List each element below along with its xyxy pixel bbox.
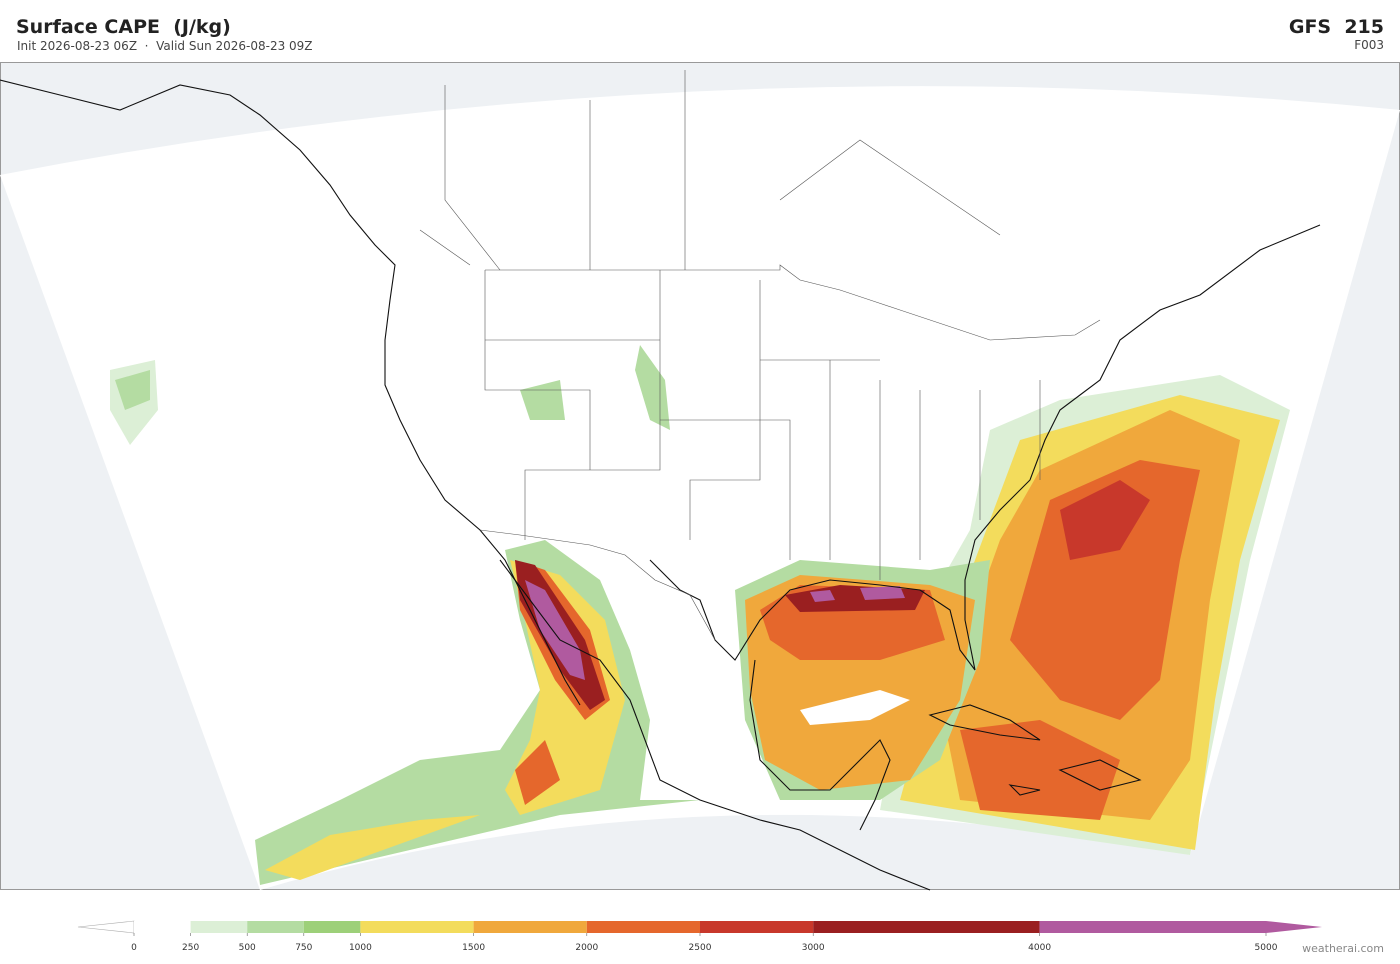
colorbar-segment xyxy=(1039,921,1266,933)
colorbar-segment xyxy=(700,921,814,933)
borders xyxy=(419,70,1101,641)
coastlines xyxy=(0,79,1321,891)
colorbar-extend-low xyxy=(77,920,135,934)
colorbar-tick-label: 0 xyxy=(131,943,137,953)
colorbar-tick-label: 2000 xyxy=(575,943,598,953)
cape-field xyxy=(110,345,1290,885)
forecast-hour: F003 xyxy=(1354,38,1384,52)
cape-area xyxy=(525,580,585,680)
colorbar-segment xyxy=(473,921,587,933)
colorbar-tick-label: 1000 xyxy=(349,943,372,953)
subtitle: Init 2026-08-23 06Z · Valid Sun 2026-08-… xyxy=(17,39,313,53)
colorbar-tick-label: 5000 xyxy=(1255,943,1278,953)
colorbar-tick-label: 4000 xyxy=(1028,943,1051,953)
cape-area xyxy=(265,815,480,880)
cape-area xyxy=(1010,460,1200,720)
colorbar: 0 250 500 750 1000 1500 2000 2500 3000 4000 5000 xyxy=(77,920,1322,953)
colorbar-tick-label: 2500 xyxy=(689,943,712,953)
colorbar-tick-label: 250 xyxy=(182,943,199,953)
colorbar-segment xyxy=(303,921,361,933)
colorbar-segment xyxy=(190,921,248,933)
cape-area xyxy=(520,345,670,430)
model: GFS 215 xyxy=(1288,16,1384,38)
colorbar-tick-label: 1500 xyxy=(462,943,485,953)
cape-area xyxy=(800,690,910,725)
colorbar-tick-label: 500 xyxy=(239,943,256,953)
colorbar-extend-high xyxy=(1266,921,1322,933)
cape-area xyxy=(1060,480,1150,560)
cape-area xyxy=(960,720,1120,820)
cape-area xyxy=(810,586,905,602)
colorbar-segment xyxy=(360,921,474,933)
colorbar-segment xyxy=(586,921,700,933)
title: Surface CAPE (J/kg) xyxy=(16,16,231,38)
colorbar-tick-label: 3000 xyxy=(802,943,825,953)
colorbar-segment xyxy=(247,921,304,933)
watermark: weatherai.com xyxy=(1302,942,1384,955)
cape-area xyxy=(115,370,150,410)
colorbar-segment xyxy=(134,921,191,933)
colorbar-tick-label: 750 xyxy=(295,943,312,953)
colorbar-segment xyxy=(813,921,1040,933)
